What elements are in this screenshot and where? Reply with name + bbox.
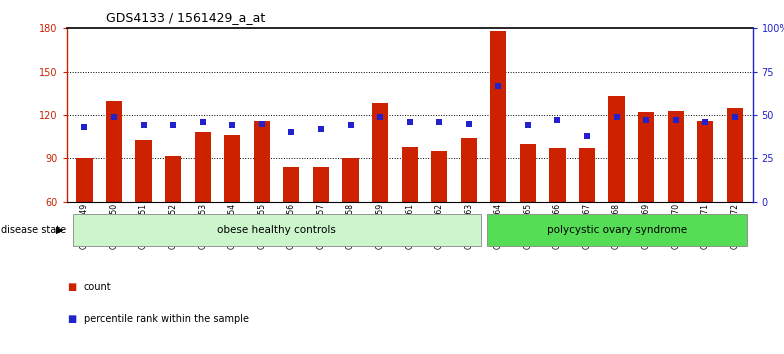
Text: GDS4133 / 1561429_a_at: GDS4133 / 1561429_a_at xyxy=(106,11,265,24)
Text: percentile rank within the sample: percentile rank within the sample xyxy=(84,314,249,324)
Bar xyxy=(579,148,595,202)
Bar xyxy=(194,132,211,202)
Bar xyxy=(697,121,713,202)
Text: ▶: ▶ xyxy=(56,225,64,235)
Text: count: count xyxy=(84,282,111,292)
Bar xyxy=(165,155,181,202)
Bar xyxy=(136,139,151,202)
Bar xyxy=(283,167,299,202)
Bar xyxy=(608,96,625,202)
Text: obese healthy controls: obese healthy controls xyxy=(217,225,336,235)
Bar xyxy=(668,111,684,202)
Bar xyxy=(727,108,743,202)
FancyBboxPatch shape xyxy=(73,214,481,246)
Bar xyxy=(401,147,418,202)
Bar xyxy=(106,101,122,202)
Bar xyxy=(254,121,270,202)
Text: disease state: disease state xyxy=(1,225,66,235)
Bar xyxy=(550,148,565,202)
Bar xyxy=(343,159,358,202)
Bar xyxy=(313,167,329,202)
Bar xyxy=(520,144,536,202)
FancyBboxPatch shape xyxy=(487,214,746,246)
Bar xyxy=(76,159,93,202)
Text: ■: ■ xyxy=(67,282,76,292)
Text: polycystic ovary syndrome: polycystic ovary syndrome xyxy=(546,225,687,235)
Bar xyxy=(490,31,506,202)
Bar xyxy=(638,112,655,202)
Bar xyxy=(224,135,241,202)
Bar xyxy=(461,138,477,202)
Bar xyxy=(431,151,448,202)
Bar xyxy=(372,103,388,202)
Text: ■: ■ xyxy=(67,314,76,324)
